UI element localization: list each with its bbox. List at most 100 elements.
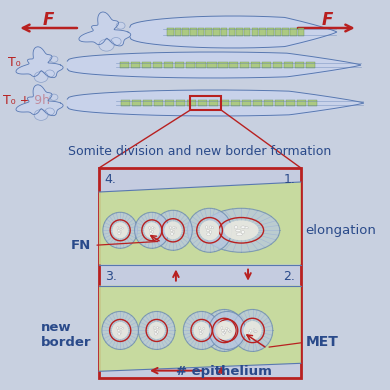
Ellipse shape [120, 230, 122, 233]
Ellipse shape [112, 222, 128, 238]
Ellipse shape [170, 226, 171, 229]
Bar [297, 100, 306, 106]
Ellipse shape [50, 56, 58, 62]
Polygon shape [99, 182, 301, 264]
Text: 1.: 1. [283, 173, 295, 186]
Ellipse shape [219, 322, 236, 339]
Ellipse shape [254, 331, 257, 333]
Bar [231, 100, 240, 106]
Bar [120, 62, 129, 68]
Bar [259, 28, 266, 35]
Bar [273, 62, 282, 68]
Ellipse shape [206, 226, 207, 229]
Polygon shape [99, 285, 301, 371]
Ellipse shape [117, 227, 119, 229]
Ellipse shape [224, 330, 227, 332]
Ellipse shape [170, 232, 174, 235]
Ellipse shape [253, 328, 255, 332]
Bar [142, 62, 151, 68]
Ellipse shape [34, 72, 48, 82]
Bar [262, 62, 271, 68]
Ellipse shape [156, 327, 159, 329]
Polygon shape [16, 85, 63, 116]
Bar [175, 62, 184, 68]
Bar [267, 28, 273, 35]
Ellipse shape [144, 222, 160, 238]
Ellipse shape [117, 326, 119, 329]
Text: 4.: 4. [105, 173, 117, 186]
Ellipse shape [149, 322, 165, 339]
Ellipse shape [158, 327, 160, 329]
Ellipse shape [203, 208, 280, 252]
Bar [236, 28, 243, 35]
Bar [229, 28, 235, 35]
Bar [306, 62, 315, 68]
Ellipse shape [183, 312, 220, 349]
Ellipse shape [229, 331, 231, 332]
Ellipse shape [193, 322, 210, 339]
Ellipse shape [229, 330, 230, 332]
Ellipse shape [226, 327, 228, 329]
Ellipse shape [154, 330, 156, 332]
Bar [175, 28, 181, 35]
Bar [282, 28, 289, 35]
Ellipse shape [209, 312, 245, 349]
Text: F: F [321, 11, 333, 29]
Bar [275, 28, 281, 35]
Text: FN: FN [71, 239, 91, 252]
Ellipse shape [45, 108, 54, 115]
Ellipse shape [103, 212, 137, 248]
Bar [187, 100, 196, 106]
Bar [220, 100, 229, 106]
Bar [218, 62, 228, 68]
Bar [190, 28, 197, 35]
Text: T₀: T₀ [8, 55, 20, 69]
Bar [197, 62, 206, 68]
Ellipse shape [241, 226, 245, 228]
Ellipse shape [120, 331, 122, 333]
Ellipse shape [165, 221, 182, 239]
Bar [253, 100, 262, 106]
Ellipse shape [188, 208, 232, 252]
Ellipse shape [236, 229, 241, 232]
Ellipse shape [209, 226, 212, 228]
Bar [131, 100, 141, 106]
Ellipse shape [250, 329, 252, 332]
Ellipse shape [118, 230, 120, 231]
Ellipse shape [200, 220, 220, 240]
Bar [242, 100, 251, 106]
Ellipse shape [116, 22, 125, 29]
Bar [153, 62, 162, 68]
Ellipse shape [153, 227, 155, 229]
Bar [252, 28, 258, 35]
Ellipse shape [234, 226, 238, 229]
Ellipse shape [152, 227, 154, 229]
Ellipse shape [154, 210, 192, 250]
Bar [244, 28, 250, 35]
Ellipse shape [50, 94, 58, 100]
Text: T₀ + 9h: T₀ + 9h [3, 94, 50, 106]
Text: 3.: 3. [105, 269, 117, 283]
Ellipse shape [170, 229, 173, 232]
Ellipse shape [248, 332, 251, 334]
Ellipse shape [135, 212, 169, 248]
Bar [308, 100, 317, 106]
Text: 2.: 2. [283, 269, 295, 283]
Ellipse shape [154, 333, 157, 335]
Ellipse shape [152, 230, 153, 233]
Bar [198, 100, 207, 106]
Ellipse shape [245, 227, 248, 229]
Text: MET: MET [306, 335, 339, 349]
Text: new
border: new border [41, 321, 91, 349]
Polygon shape [79, 12, 131, 46]
Bar [190, 96, 221, 110]
Ellipse shape [112, 322, 128, 339]
Ellipse shape [211, 227, 214, 229]
Bar [286, 100, 295, 106]
Ellipse shape [215, 321, 233, 340]
Ellipse shape [149, 230, 152, 231]
Bar [207, 62, 217, 68]
Text: Somite division and new border formation: Somite division and new border formation [68, 145, 332, 158]
Ellipse shape [175, 227, 177, 229]
Bar [198, 28, 204, 35]
